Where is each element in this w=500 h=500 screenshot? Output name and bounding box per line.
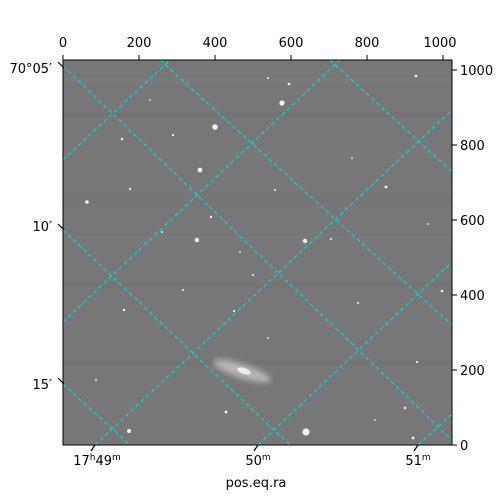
stars [85,74,444,440]
coordinate-grid [63,60,452,445]
image-banding [63,78,452,410]
top-tick-600: 600 [279,36,304,51]
x-axis-title: pos.eq.ra [226,476,287,491]
top-tick-800: 800 [355,36,380,51]
top-tick-400: 400 [203,36,228,51]
dec-tick-label-1: 10′ [33,220,53,235]
top-tick-1000: 1000 [423,36,456,51]
ra-tick-label-0: 17h49m [73,453,121,469]
right-tick-0: 0 [460,439,468,454]
right-axis [452,69,457,446]
ra-tick-label-1: 50m [245,453,270,469]
right-tick-800: 800 [460,139,485,154]
top-tick-200: 200 [127,36,152,51]
top-axis [62,55,444,60]
right-tick-400: 400 [460,289,485,304]
sky-image [63,60,452,445]
ra-tick-label-2: 51m [405,453,430,469]
right-tick-600: 600 [460,214,485,229]
galaxy [213,359,271,383]
dec-tick-label-0: 70°05′ [9,62,52,77]
top-tick-0: 0 [59,36,67,51]
right-tick-200: 200 [460,364,485,379]
left-axis [57,61,65,385]
bottom-axis [90,444,419,452]
dec-tick-label-2: 15′ [33,378,53,393]
right-tick-1000: 1000 [460,64,493,79]
